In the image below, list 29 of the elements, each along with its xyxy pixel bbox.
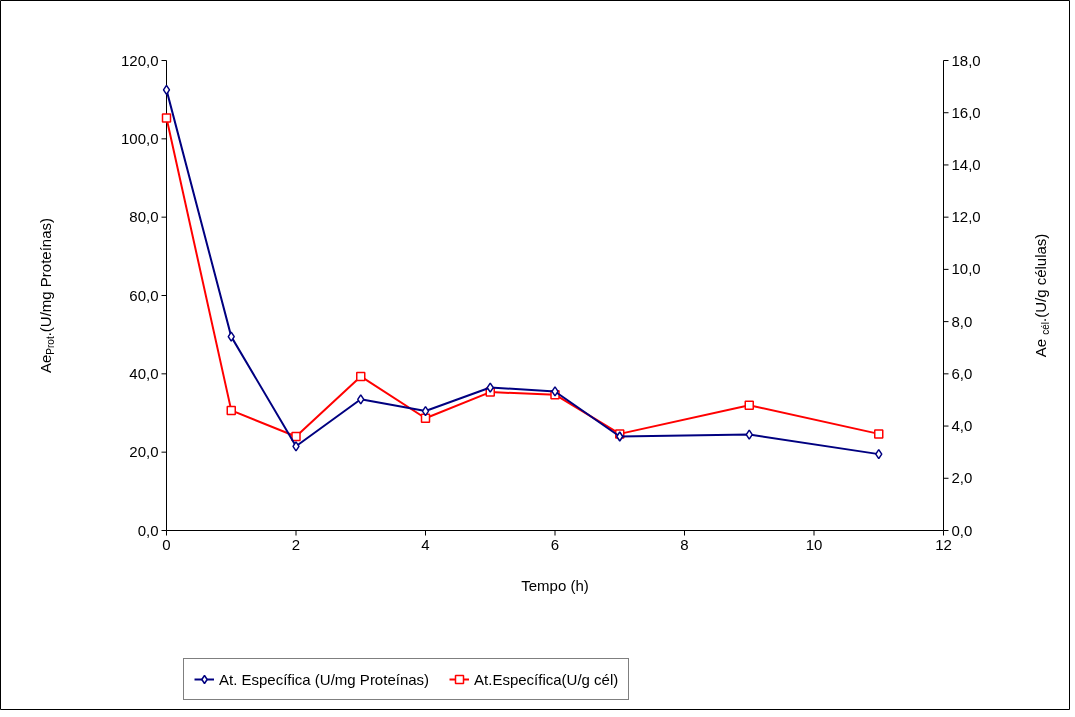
- x-tick-label: 12: [935, 535, 952, 553]
- y-tick-label: 100,0: [120, 129, 159, 147]
- y2-tick-label: 6,0: [951, 364, 973, 382]
- y-tick-label: 40,0: [129, 364, 159, 382]
- x-tick-label: 2: [291, 535, 301, 553]
- y-tick-label: 120,0: [120, 51, 159, 69]
- y-tick-label: 60,0: [129, 286, 159, 304]
- x-tick-label: 4: [421, 535, 430, 553]
- legend-label: At.Específica(U/g cél): [474, 670, 619, 688]
- y2-tick-label: 10,0: [951, 260, 981, 278]
- y2-tick-label: 2,0: [951, 469, 973, 487]
- x-tick-label: 6: [550, 535, 560, 553]
- legend-label: At. Específica (U/mg Proteínas): [219, 670, 430, 688]
- y2-tick-label: 0,0: [951, 521, 973, 539]
- y-tick-label: 0,0: [137, 521, 159, 539]
- x-tick-label: 8: [680, 535, 689, 553]
- y2-tick-label: 14,0: [951, 155, 981, 173]
- y2-tick-label: 4,0: [951, 417, 973, 435]
- y2-tick-label: 12,0: [951, 208, 981, 226]
- x-tick-label: 10: [805, 535, 823, 553]
- y-tick-label: 20,0: [129, 443, 159, 461]
- y-tick-label: 80,0: [129, 208, 159, 226]
- y2-tick-label: 16,0: [951, 103, 981, 121]
- y-axis-title: AeProt.(U/mg Proteínas): [37, 217, 56, 374]
- y2-axis-title: Ae cél.(U/g células): [1032, 233, 1051, 358]
- x-axis-title: Tempo (h): [521, 577, 589, 594]
- y2-tick-label: 18,0: [951, 51, 981, 69]
- y2-tick-label: 8,0: [951, 312, 973, 330]
- x-tick-label: 0: [162, 535, 171, 553]
